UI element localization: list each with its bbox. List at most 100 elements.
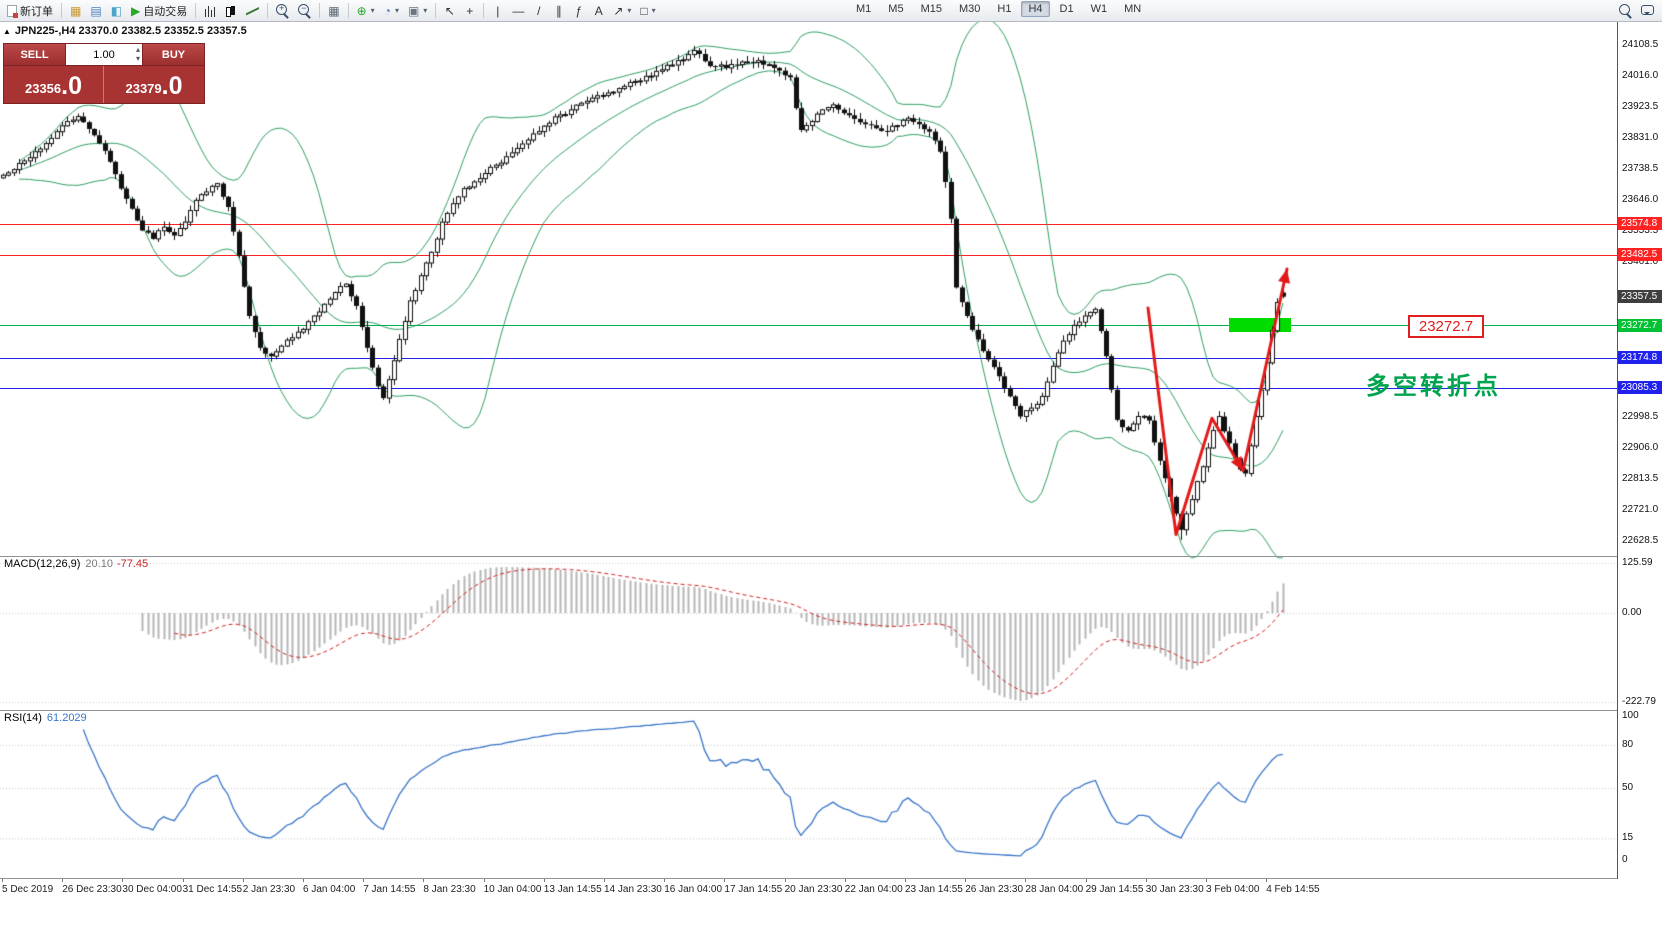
price-axis-label: 24016.0: [1622, 70, 1659, 81]
one-click-collapse-icon[interactable]: ▲: [3, 26, 11, 36]
shapes-button[interactable]: □ ▾: [636, 1, 659, 20]
time-tick: [483, 879, 485, 882]
periods-button[interactable]: ◔ ▾: [380, 1, 403, 20]
rsi-axis-label: 100: [1622, 710, 1639, 721]
arrows-button[interactable]: ↗ ▾: [609, 1, 635, 20]
time-tick: [844, 879, 846, 882]
sell-price-main: 23356: [24, 81, 62, 96]
sell-price[interactable]: 23356 .0: [4, 66, 104, 103]
macd-axis-label: -222.79: [1622, 696, 1656, 707]
chat-button[interactable]: [1637, 1, 1658, 20]
horizontal-line-button[interactable]: —: [508, 1, 528, 20]
text-button[interactable]: A: [589, 1, 608, 20]
new-chart-button[interactable]: ▦: [66, 1, 85, 20]
dropdown-arrow-icon[interactable]: ▾: [423, 6, 428, 15]
rsi-axis-label: 15: [1622, 832, 1634, 843]
vertical-line-button[interactable]: |: [488, 1, 507, 20]
auto-trading-button[interactable]: ▶ 自动交易: [127, 1, 191, 20]
timeframe-h1[interactable]: H1: [997, 3, 1012, 15]
profiles-icon: ▤: [90, 3, 102, 18]
timeframe-m30[interactable]: M30: [958, 3, 981, 15]
time-axis-label: 3 Feb 04:00: [1206, 884, 1260, 895]
time-axis-label: 14 Jan 23:30: [604, 884, 662, 895]
time-tick: [965, 879, 967, 882]
price-axis-label: 22813.5: [1622, 473, 1659, 484]
time-axis-label: 23 Jan 14:55: [905, 884, 963, 895]
cursor-button[interactable]: ↖: [440, 1, 459, 20]
cursor-icon: ↖: [444, 3, 455, 18]
shapes-icon: □: [640, 3, 648, 18]
dropdown-arrow-icon[interactable]: ▾: [627, 6, 632, 15]
indicators-icon: ⊕: [356, 3, 367, 18]
rsi-name: RSI(14): [4, 712, 42, 724]
time-axis-label: 22 Jan 04:00: [844, 884, 903, 895]
rsi-value: 61.2029: [46, 712, 87, 724]
new-order-button[interactable]: 新订单: [3, 1, 57, 20]
time-tick: [1025, 879, 1027, 882]
time-axis-label: 30 Jan 23:30: [1145, 884, 1204, 895]
timeframe-h4[interactable]: H4: [1021, 1, 1050, 17]
toolbar-separator: [267, 3, 269, 18]
profiles-button[interactable]: ▤: [86, 1, 105, 20]
template-icon: ▣: [407, 3, 420, 18]
toolbar-separator: [319, 3, 321, 18]
timeframe-m5[interactable]: M5: [888, 3, 904, 15]
line-chart-button[interactable]: [242, 1, 263, 20]
timeframe-d1[interactable]: D1: [1059, 3, 1074, 15]
templates-button[interactable]: ▣ ▾: [404, 1, 431, 20]
toolbar-separator: [195, 3, 197, 18]
data-window-button[interactable]: ◧: [107, 1, 126, 20]
timeframe-w1[interactable]: W1: [1090, 3, 1108, 15]
time-tick: [1266, 879, 1268, 882]
trendline-icon: /: [537, 3, 541, 18]
price-callout-box[interactable]: 23272.7: [1408, 315, 1484, 338]
timeframe-m1[interactable]: M1: [856, 3, 872, 15]
timeframe-m15[interactable]: M15: [920, 3, 942, 15]
zoom-in-button[interactable]: [272, 1, 293, 20]
volume-spinner[interactable]: [136, 45, 140, 63]
indicators-button[interactable]: ⊕ ▾: [353, 1, 379, 20]
data-window-icon: ◧: [110, 3, 123, 18]
zoom-out-button[interactable]: [294, 1, 315, 20]
candlestick-button[interactable]: [221, 1, 241, 20]
buy-button[interactable]: BUY: [142, 44, 204, 65]
volume-down-icon[interactable]: [136, 54, 140, 63]
crosshair-button[interactable]: +: [460, 1, 479, 20]
bar-chart-button[interactable]: [200, 1, 220, 20]
time-axis[interactable]: 5 Dec 2019 26 Dec 23:30 30 Dec 04:00 31 Dec…: [0, 879, 1662, 900]
zoom-in-icon: [276, 4, 289, 17]
dropdown-arrow-icon[interactable]: ▾: [651, 6, 656, 15]
bar-chart-icon: [204, 4, 217, 17]
panel-separator[interactable]: [0, 556, 1662, 557]
time-tick: [122, 879, 124, 882]
time-tick: [905, 879, 906, 882]
time-tick: [242, 879, 244, 882]
dropdown-arrow-icon[interactable]: ▾: [370, 6, 375, 15]
time-tick: [1085, 879, 1087, 882]
chart-canvas[interactable]: [0, 22, 1617, 878]
level-price-tag: 23272.7: [1618, 318, 1662, 332]
search-button[interactable]: [1615, 1, 1636, 20]
toolbar-left-group: 新订单▦▤◧▶自动交易▦⊕▾◔▾▣▾↖+|—/∥ƒA↗▾□▾: [3, 1, 660, 20]
time-axis-label: 13 Jan 14:55: [543, 884, 602, 895]
price-axis-label: 23553.5: [1622, 225, 1659, 236]
trendline-button[interactable]: /: [529, 1, 548, 20]
pivot-point-label[interactable]: 多空转折点: [1366, 373, 1501, 400]
one-click-trade-panel: SELL 1.00 BUY 23356 .0 23379 .0: [3, 43, 205, 104]
time-axis-label: 10 Jan 04:00: [483, 884, 542, 895]
channel-button[interactable]: ∥: [549, 1, 568, 20]
hline-icon: —: [512, 3, 525, 18]
buy-price[interactable]: 23379 .0: [104, 66, 204, 103]
tile-windows-button[interactable]: ▦: [324, 1, 343, 20]
dropdown-arrow-icon[interactable]: ▾: [394, 6, 399, 15]
sell-button[interactable]: SELL: [4, 44, 66, 65]
timeframe-mn[interactable]: MN: [1124, 3, 1142, 15]
fibonacci-button[interactable]: ƒ: [569, 1, 588, 20]
panel-separator[interactable]: [0, 710, 1662, 711]
volume-up-icon[interactable]: [136, 45, 140, 54]
level-price-tag: 23174.8: [1618, 351, 1662, 365]
volume-input[interactable]: 1.00: [66, 44, 142, 65]
price-axis-label: 22998.5: [1622, 411, 1659, 422]
price-axis[interactable]: 24108.5 24016.0 23923.5 23831.0 23738.5 23646…: [1617, 22, 1662, 879]
